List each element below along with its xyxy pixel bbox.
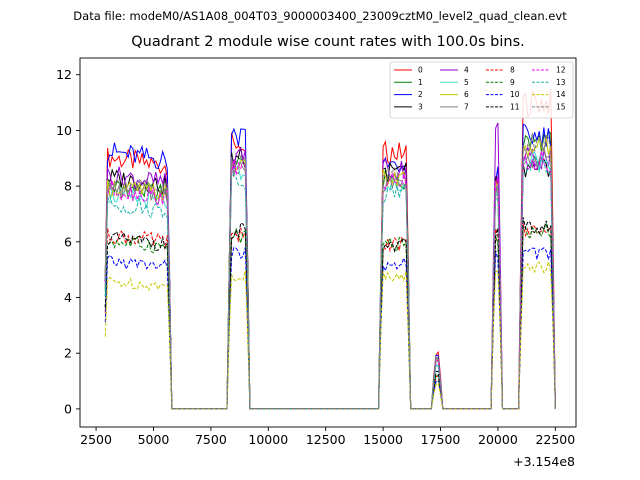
legend-label: 5 bbox=[464, 78, 469, 87]
y-tick-label: 2 bbox=[64, 346, 72, 361]
series-line-12 bbox=[104, 151, 556, 410]
legend-label: 13 bbox=[556, 78, 566, 87]
legend-label: 3 bbox=[418, 103, 423, 112]
series-line-14 bbox=[104, 261, 556, 410]
legend-label: 2 bbox=[418, 90, 423, 99]
series-line-2 bbox=[104, 123, 556, 410]
axes: 2500 5000 7500 10000 12500 15000 17500 20000 225… bbox=[56, 57, 577, 447]
x-tick-label: 7500 bbox=[195, 432, 227, 447]
series-line-15 bbox=[104, 132, 556, 410]
legend-box bbox=[389, 61, 574, 119]
x-tick-label: 10000 bbox=[248, 432, 288, 447]
y-tick-label: 4 bbox=[64, 290, 72, 305]
chart-title: Quadrant 2 module wise count rates with … bbox=[131, 34, 525, 50]
plot-lines bbox=[104, 89, 556, 410]
x-tick-label: 20000 bbox=[478, 432, 518, 447]
series-line-4 bbox=[104, 122, 556, 410]
x-tick-label: 22500 bbox=[535, 432, 575, 447]
legend-label: 11 bbox=[510, 103, 520, 112]
series-line-13 bbox=[104, 154, 556, 410]
x-tick-label: 12500 bbox=[306, 432, 346, 447]
legend-label: 8 bbox=[510, 66, 515, 75]
x-offset-label: +3.154e8 bbox=[513, 454, 575, 469]
series-line-7 bbox=[104, 146, 556, 410]
y-tick-label: 12 bbox=[56, 67, 72, 82]
legend-label: 12 bbox=[556, 66, 566, 75]
axes-frame bbox=[79, 57, 577, 428]
series-line-8 bbox=[104, 223, 556, 410]
x-tick-label: 5000 bbox=[138, 432, 170, 447]
legend-label: 6 bbox=[464, 90, 469, 99]
legend-label: 10 bbox=[510, 90, 520, 99]
x-tick-label: 15000 bbox=[363, 432, 403, 447]
series-line-3 bbox=[104, 146, 556, 410]
x-tick-label: 17500 bbox=[421, 432, 461, 447]
legend-label: 7 bbox=[464, 103, 469, 112]
legend-label: 1 bbox=[418, 78, 423, 87]
series-line-6 bbox=[104, 136, 556, 410]
series-line-5 bbox=[104, 151, 556, 410]
series-line-1 bbox=[104, 130, 556, 410]
figure-suptitle: Data file: modeM0/AS1A08_004T03_90000034… bbox=[73, 9, 567, 23]
series-line-11 bbox=[104, 217, 556, 410]
y-tick-label: 6 bbox=[64, 234, 72, 249]
y-tick-label: 0 bbox=[64, 401, 72, 416]
series-line-0 bbox=[104, 89, 556, 410]
legend-label: 4 bbox=[464, 66, 469, 75]
legend-label: 14 bbox=[556, 90, 566, 99]
x-tick-label: 2500 bbox=[80, 432, 112, 447]
legend-label: 15 bbox=[556, 103, 566, 112]
y-tick-label: 10 bbox=[56, 123, 72, 138]
y-tick-label: 8 bbox=[64, 179, 72, 194]
series-line-9 bbox=[104, 222, 556, 410]
legend-label: 9 bbox=[510, 78, 515, 87]
legend-label: 0 bbox=[418, 66, 423, 75]
series-line-10 bbox=[104, 247, 556, 410]
